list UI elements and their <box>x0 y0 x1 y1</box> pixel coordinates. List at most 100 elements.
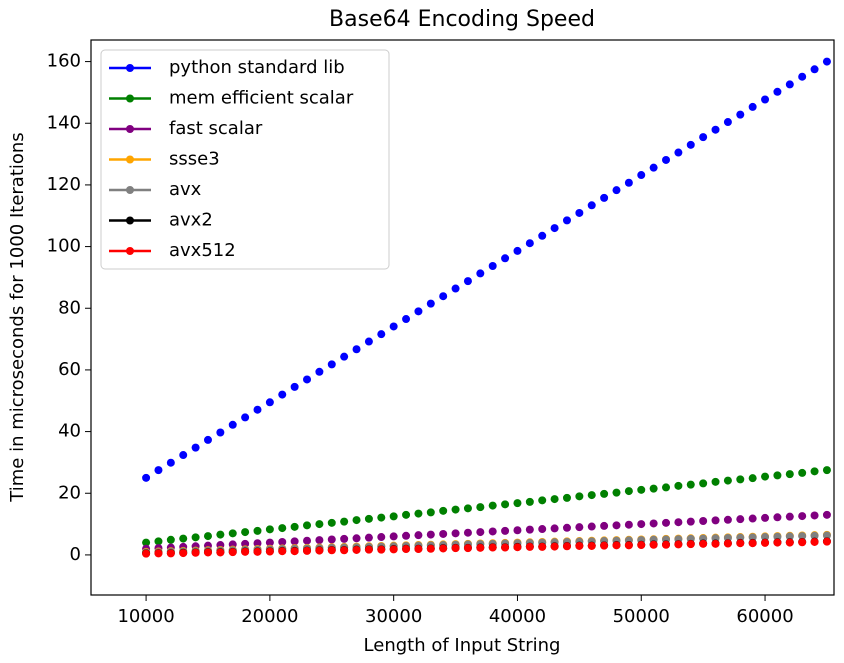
data-point <box>463 504 472 513</box>
data-point <box>290 547 299 556</box>
y-tick-label: 0 <box>70 544 81 565</box>
data-point <box>327 518 336 527</box>
data-point <box>810 531 819 540</box>
data-point <box>810 511 819 520</box>
data-point <box>389 532 398 541</box>
data-point <box>352 534 361 543</box>
data-point <box>550 524 559 533</box>
data-point <box>402 510 411 519</box>
y-tick-label: 20 <box>58 482 81 503</box>
data-point <box>290 537 299 546</box>
legend-marker <box>126 216 134 225</box>
data-point <box>612 186 621 195</box>
data-point <box>389 322 398 331</box>
data-point <box>352 545 361 554</box>
data-point <box>785 532 794 541</box>
data-point <box>364 337 373 346</box>
legend-label: python standard lib <box>169 57 345 78</box>
x-tick-label: 20000 <box>241 606 298 627</box>
data-point <box>822 466 831 475</box>
data-point <box>476 543 485 552</box>
y-tick-label: 120 <box>47 174 81 195</box>
data-point <box>414 531 423 540</box>
data-point <box>501 543 510 552</box>
data-point <box>439 529 448 538</box>
data-point <box>723 515 732 524</box>
data-point <box>340 352 349 361</box>
data-point <box>340 546 349 555</box>
data-point <box>179 549 188 558</box>
y-tick-label: 40 <box>58 421 81 442</box>
x-tick-label: 40000 <box>489 606 546 627</box>
data-point <box>538 542 547 551</box>
data-point <box>402 531 411 540</box>
data-point <box>488 262 497 271</box>
data-point <box>303 546 312 555</box>
data-point <box>785 538 794 547</box>
data-point <box>228 420 237 429</box>
data-point <box>265 538 274 547</box>
data-point <box>476 503 485 512</box>
data-point <box>315 520 324 529</box>
x-tick-label: 10000 <box>117 606 174 627</box>
y-tick-label: 100 <box>47 236 81 257</box>
data-point <box>241 539 250 548</box>
data-point <box>699 539 708 548</box>
data-point <box>488 527 497 536</box>
data-point <box>612 541 621 550</box>
data-point <box>525 525 534 534</box>
data-point <box>822 510 831 519</box>
data-point <box>265 525 274 534</box>
data-point <box>711 477 720 486</box>
legend-marker <box>126 94 134 103</box>
data-point <box>439 544 448 553</box>
data-point <box>810 65 819 74</box>
data-point <box>649 519 658 528</box>
data-point <box>364 545 373 554</box>
data-point <box>575 541 584 550</box>
data-point <box>327 546 336 555</box>
data-point <box>216 530 225 539</box>
data-point <box>662 540 671 549</box>
data-point <box>315 546 324 555</box>
data-point <box>488 543 497 552</box>
data-point <box>662 483 671 492</box>
data-point <box>513 543 522 552</box>
data-point <box>154 537 163 546</box>
data-point <box>550 224 559 233</box>
data-point <box>773 538 782 547</box>
legend-label: avx2 <box>169 210 213 231</box>
data-point <box>810 467 819 476</box>
data-point <box>736 515 745 524</box>
data-point <box>451 505 460 514</box>
data-point <box>501 526 510 535</box>
data-point <box>711 516 720 525</box>
data-point <box>761 513 770 522</box>
data-point <box>241 413 250 422</box>
data-point <box>315 536 324 545</box>
data-point <box>600 489 609 498</box>
data-point <box>476 269 485 278</box>
data-point <box>463 544 472 553</box>
data-point <box>439 292 448 301</box>
data-point <box>624 541 633 550</box>
data-point <box>686 540 695 549</box>
data-point <box>587 491 596 500</box>
legend-marker <box>126 186 134 194</box>
data-point <box>303 536 312 545</box>
data-point <box>364 514 373 523</box>
legend-label: fast scalar <box>169 118 263 139</box>
data-point <box>513 526 522 535</box>
data-point <box>699 479 708 488</box>
data-point <box>538 496 547 505</box>
data-point <box>525 497 534 506</box>
data-point <box>575 492 584 501</box>
data-point <box>463 528 472 537</box>
data-point <box>439 506 448 515</box>
data-point <box>241 528 250 537</box>
data-point <box>699 517 708 525</box>
data-point <box>303 521 312 530</box>
data-point <box>327 360 336 369</box>
data-point <box>228 548 237 557</box>
